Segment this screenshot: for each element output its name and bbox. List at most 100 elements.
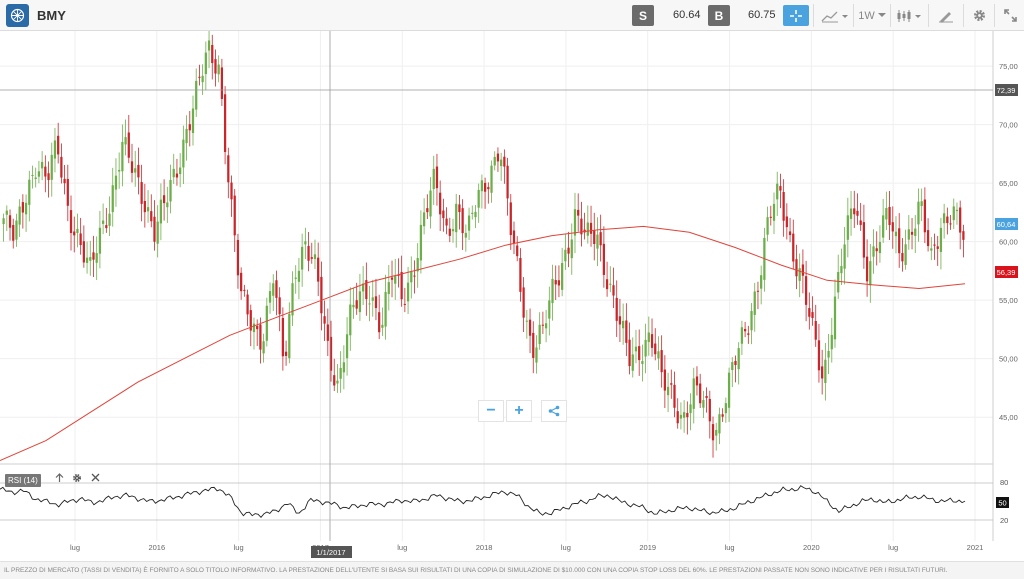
candle-body: [949, 223, 952, 225]
candle-body: [625, 320, 628, 343]
candle-body: [24, 202, 28, 215]
candle-body: [634, 346, 638, 352]
disclaimer-text: IL PREZZO DI MERCATO (TASSI DI VENDITA) …: [0, 561, 1024, 579]
candle-body: [869, 261, 872, 286]
rsi-indicator-label[interactable]: RSI (14): [5, 474, 41, 487]
candle-body: [397, 274, 400, 276]
candle-body: [467, 215, 471, 231]
rsi-settings-button[interactable]: [72, 473, 82, 486]
candle-body: [108, 213, 111, 226]
candle-body: [114, 175, 118, 190]
candle-body: [676, 411, 679, 424]
candle-body: [833, 296, 837, 340]
sell-button[interactable]: S: [632, 5, 654, 26]
candle-body: [37, 171, 41, 177]
candle-body: [830, 334, 833, 350]
candle-body: [127, 132, 130, 158]
candle-body: [188, 124, 191, 131]
candle-body: [249, 310, 252, 331]
candle-body: [699, 383, 702, 404]
candle-body: [159, 199, 163, 224]
candle-body: [432, 168, 435, 190]
candle-body: [843, 244, 846, 269]
candle-body: [795, 259, 798, 277]
candle-body: [349, 304, 352, 336]
candle-body: [882, 215, 885, 238]
candle-body: [217, 64, 220, 75]
price-chart[interactable]: 75,00 70,00 65,00 60,00 55,00 50,00 45,00 72,3…: [0, 31, 1024, 561]
candle-body: [394, 275, 397, 284]
y-tick-label: 75,00: [999, 62, 1018, 71]
candle-body: [551, 278, 554, 304]
candle-body: [827, 350, 830, 358]
candle-body: [705, 396, 708, 398]
rsi-move-up-button[interactable]: [55, 473, 64, 486]
candle-body: [692, 378, 695, 409]
zoom-in-button[interactable]: +: [506, 400, 532, 422]
candle-body: [483, 182, 487, 192]
candle-body: [105, 225, 108, 229]
candle-body: [365, 280, 368, 300]
candle-body: [760, 275, 763, 289]
candle-body: [824, 359, 827, 384]
candle-body: [535, 347, 538, 363]
candle-body: [362, 283, 365, 292]
crosshair-date-label: 1/1/2017: [316, 548, 345, 557]
close-icon: [91, 473, 100, 482]
candle-body: [734, 360, 737, 365]
draw-tool-icon: [939, 11, 953, 23]
candle-body: [532, 332, 535, 358]
candle-body: [596, 234, 599, 249]
candle-body: [782, 191, 785, 221]
share-button[interactable]: [541, 400, 567, 422]
settings-button[interactable]: [968, 5, 990, 26]
zoom-out-button[interactable]: −: [478, 400, 504, 422]
candle-body: [567, 247, 570, 254]
candle-body: [907, 229, 910, 240]
candle-body: [570, 239, 573, 259]
candlestick-style-button[interactable]: [895, 5, 925, 26]
timeframe-select[interactable]: 1W: [858, 5, 886, 26]
candle-body: [166, 202, 169, 208]
candle-body: [82, 241, 85, 263]
rsi-close-button[interactable]: [91, 473, 100, 485]
candle-body: [146, 207, 150, 212]
chart-type-button[interactable]: [820, 5, 850, 26]
candle-body: [891, 222, 894, 232]
candle-body: [715, 429, 718, 436]
rsi-level-20: 20: [1000, 516, 1008, 525]
candle-body: [34, 177, 37, 179]
y-tick-label: 55,00: [999, 296, 1018, 305]
candle-body: [95, 253, 98, 263]
candle-body: [313, 254, 317, 260]
candle-body: [381, 324, 384, 328]
candle-body: [12, 225, 15, 241]
fullscreen-button[interactable]: [1000, 5, 1020, 26]
candle-body: [650, 334, 654, 348]
candle-body: [666, 386, 670, 396]
candle-body: [53, 140, 57, 159]
candle-body: [564, 249, 567, 262]
crosshair-button[interactable]: [783, 5, 809, 26]
candle-body: [962, 231, 965, 240]
draw-tool-button[interactable]: [934, 5, 958, 26]
candle-body: [21, 202, 24, 213]
candle-body: [670, 383, 673, 385]
buy-button[interactable]: B: [708, 5, 730, 26]
candle-body: [281, 317, 284, 357]
candle-body: [262, 341, 265, 354]
candle-body: [753, 291, 756, 315]
candle-body: [894, 231, 898, 237]
candle-body: [955, 209, 959, 212]
candle-body: [683, 412, 686, 418]
candle-body: [926, 230, 930, 247]
candle-body: [904, 244, 907, 265]
candle-body: [143, 200, 146, 213]
candle-body: [275, 280, 278, 298]
candle-body: [888, 207, 891, 226]
candle-body: [121, 141, 124, 172]
candle-body: [297, 270, 301, 282]
candle-body: [506, 165, 509, 199]
candle-body: [137, 164, 140, 178]
candle-body: [673, 384, 676, 408]
